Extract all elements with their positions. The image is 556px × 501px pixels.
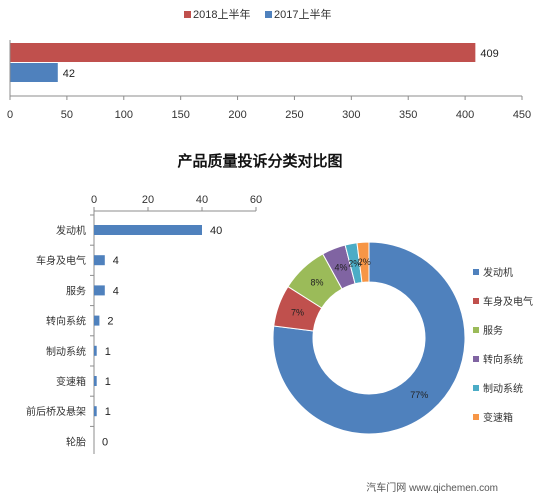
top-bars: 409 42: [10, 43, 499, 82]
category-value-label: 1: [105, 406, 111, 418]
category-label: 前后桥及悬架: [26, 405, 86, 418]
top-tick-label: 400: [456, 109, 474, 121]
donut-legend-swatch: [473, 298, 479, 304]
category-bars: 发动机 40 车身及电气 4 服务 4 转向系统 2 制动系统 1 变速箱 1 前后桥及悬架 1 轮胎 0: [26, 214, 222, 448]
category-tick-label: 20: [142, 194, 154, 206]
donut-legend-label: 变速箱: [483, 411, 513, 424]
donut-legend-label: 服务: [483, 324, 503, 337]
category-label: 发动机: [56, 224, 86, 237]
category-bar: [94, 255, 105, 266]
category-bar-chart: 0 20 40 60 发动机 40 车身及电气 4 服务 4 转向系统 2 制动系统 1 变速箱 1 前后桥及…: [26, 194, 262, 454]
category-value-label: 1: [105, 346, 111, 358]
donut-value-label: 2%: [358, 257, 371, 267]
donut-slice: [272, 241, 466, 435]
donut-legend-swatch: [473, 385, 479, 391]
category-value-label: 2: [107, 316, 113, 328]
top-tick-label: 250: [285, 109, 303, 121]
donut-legend-label: 转向系统: [483, 353, 523, 366]
legend-swatch: [184, 11, 191, 18]
category-bar: [94, 406, 97, 417]
donut-value-label: 7%: [291, 307, 304, 317]
donut-legend-swatch: [473, 327, 479, 333]
category-label: 服务: [66, 284, 86, 297]
donut-labels: 77%7%8%4% 2%2%: [291, 257, 428, 400]
legend-label: 2018上半年: [193, 7, 250, 21]
category-label: 轮胎: [66, 435, 86, 448]
category-tick-label: 60: [250, 194, 262, 206]
top-tick-label: 200: [228, 109, 246, 121]
top-bar: [10, 63, 58, 82]
donut-legend-label: 发动机: [483, 266, 513, 279]
category-value-label: 0: [102, 436, 108, 448]
top-bar: [10, 43, 476, 62]
donut-value-label: 77%: [410, 390, 428, 400]
top-x-axis: 0 50 100 150 200 250 300 350 400 450: [7, 40, 531, 121]
donut-value-label: 4%: [335, 262, 348, 272]
top-tick-label: 300: [342, 109, 360, 121]
category-value-label: 4: [113, 255, 119, 267]
chart-title: 产品质量投诉分类对比图: [177, 152, 342, 170]
donut-legend-swatch: [473, 414, 479, 420]
donut-legend-swatch: [473, 356, 479, 362]
category-tick-label: 0: [91, 194, 97, 206]
category-value-label: 40: [210, 225, 222, 237]
legend-label: 2017上半年: [274, 7, 331, 21]
top-bar-value-label: 42: [63, 68, 75, 80]
top-tick-label: 150: [171, 109, 189, 121]
category-bar: [94, 315, 100, 326]
category-label: 转向系统: [46, 315, 86, 328]
donut-value-label: 2%: [348, 258, 361, 268]
top-legend: 2018上半年 2017上半年: [184, 7, 331, 21]
top-tick-label: 100: [115, 109, 133, 121]
top-tick-label: 50: [61, 109, 73, 121]
top-tick-label: 0: [7, 109, 13, 121]
top-tick-label: 450: [513, 109, 531, 121]
top-tick-label: 350: [399, 109, 417, 121]
category-bar: [94, 345, 97, 356]
legend-swatch: [265, 11, 272, 18]
watermark-text: 汽车门网 www.qichemen.com: [366, 481, 498, 494]
category-bar: [94, 376, 97, 386]
top-bar-chart: 2018上半年 2017上半年 409 42 0 50 100 150 200 250 300 3…: [7, 7, 531, 121]
donut-legend-label: 制动系统: [483, 382, 523, 395]
donut-value-label: 8%: [310, 278, 323, 288]
donut-legend-swatch: [473, 269, 479, 275]
category-label: 制动系统: [46, 345, 86, 358]
category-bar: [94, 285, 105, 296]
category-value-label: 1: [105, 376, 111, 388]
donut-slices: [272, 241, 466, 435]
category-label: 车身及电气: [36, 254, 86, 267]
category-bar: [94, 225, 202, 235]
category-value-label: 4: [113, 285, 119, 297]
category-label: 变速箱: [56, 375, 86, 388]
donut-legend-label: 车身及电气: [483, 295, 533, 308]
donut-slice: [356, 241, 370, 284]
top-bar-value-label: 409: [480, 48, 498, 60]
category-tick-label: 40: [196, 194, 208, 206]
